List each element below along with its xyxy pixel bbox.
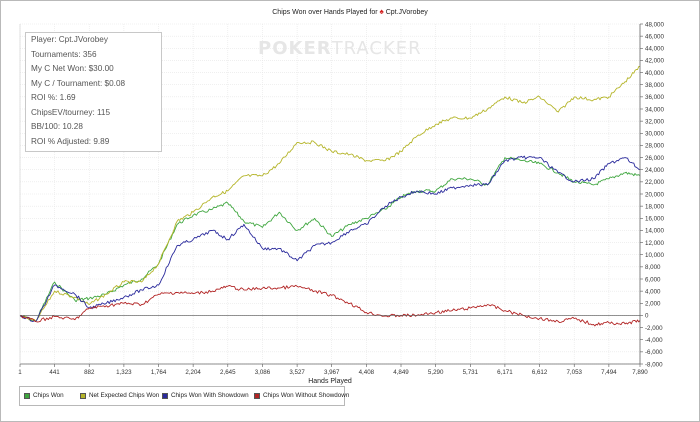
x-tick-labels: 1 441 882 1,323 1,764 2,204 2,645 3,086 3,527 3,9… — [18, 369, 648, 376]
y-tick-label: 24,000 — [645, 167, 664, 174]
y-tick-label: 38,000 — [645, 82, 664, 89]
y-tick-label: 30,000 — [645, 131, 664, 138]
grid-lines — [19, 23, 641, 365]
stat-line: ROI %: 1.69 — [31, 93, 76, 102]
y-tick-labels: -8,000 -6,000 -4,000 -2,000 0 2,000 4,000 6,000… — [645, 21, 664, 368]
series-line — [19, 156, 641, 322]
x-axis-label: Hands Played — [308, 378, 352, 385]
y-tick-label: 48,000 — [645, 21, 664, 28]
y-tick-label: 42,000 — [645, 58, 664, 65]
y-tick-label: 10,000 — [645, 252, 664, 259]
legend: Chips Won Net Expected Chips Won Chips Won… — [19, 386, 349, 406]
y-tick-label: 0 — [645, 313, 649, 320]
y-tick-label: -2,000 — [645, 325, 663, 332]
y-tick-label: 32,000 — [645, 118, 664, 125]
y-tick-label: 4,000 — [645, 288, 661, 295]
x-tick-label: 3,967 — [324, 369, 340, 376]
legend-swatch — [24, 392, 30, 399]
x-tick-label: 2,645 — [220, 369, 236, 376]
stat-line: ROI % Adjusted: 9.89 — [31, 136, 110, 146]
x-tick-label: 3,527 — [289, 369, 305, 376]
y-tick-label: 22,000 — [645, 179, 664, 186]
y-tick-label: 6,000 — [645, 276, 661, 283]
legend-swatch — [254, 392, 260, 399]
y-tick-label: -4,000 — [645, 337, 663, 344]
player-stats-box: Player: Cpt.JVorobey Tournaments: 356 My C… — [25, 32, 162, 152]
axes — [19, 23, 643, 367]
x-tick-label: 7,494 — [601, 369, 617, 376]
x-tick-label: 1,764 — [151, 369, 167, 376]
legend-label: Chips Won — [33, 392, 64, 399]
chart-title-player: Cpt.JVorobey — [385, 9, 428, 16]
stat-line: ChipsEV/tourney: 115 — [31, 107, 111, 117]
y-tick-label: 28,000 — [645, 143, 664, 150]
y-tick-label: -6,000 — [645, 349, 663, 356]
x-tick-label: 1,323 — [116, 369, 132, 376]
spade-icon: ♠ — [379, 7, 384, 16]
y-tick-label: 14,000 — [645, 228, 664, 235]
x-tick-label: 4,849 — [393, 369, 409, 376]
stat-line: BB/100: 10.28 — [31, 122, 83, 131]
stat-line: My C Net Won: $30.00 — [31, 64, 114, 73]
series-layer — [19, 66, 641, 327]
y-tick-label: 12,000 — [645, 240, 664, 247]
series-line — [19, 284, 641, 327]
x-tick-label: 5,290 — [428, 369, 444, 376]
x-tick-label: 5,731 — [463, 369, 479, 376]
x-tick-label: 882 — [84, 369, 95, 376]
legend-swatch — [162, 392, 168, 399]
chart-title-text: Chips Won over Hands Played for — [272, 9, 378, 16]
y-tick-label: 20,000 — [645, 191, 664, 198]
x-tick-label: 6,171 — [497, 369, 513, 376]
y-tick-label: 2,000 — [645, 301, 661, 308]
y-tick-label: 18,000 — [645, 203, 664, 210]
legend-item: Chips Won Without Showdown — [254, 392, 349, 399]
stat-line: Tournaments: 356 — [31, 49, 97, 59]
series-line — [19, 66, 640, 322]
legend-swatch — [80, 392, 86, 399]
legend-item: Net Expected Chips Won — [80, 392, 159, 399]
x-tick-label: 3,086 — [255, 369, 271, 376]
y-tick-label: 36,000 — [645, 94, 664, 101]
y-tick-label: 44,000 — [645, 46, 664, 53]
legend-label: Chips Won With Showdown — [171, 392, 249, 399]
y-tick-label: 46,000 — [645, 33, 664, 40]
legend-item: Chips Won — [24, 392, 64, 399]
x-tick-label: 2,204 — [185, 369, 201, 376]
y-tick-label: -8,000 — [645, 361, 663, 368]
series-line — [19, 155, 641, 322]
legend-label: Chips Won Without Showdown — [263, 392, 350, 399]
legend-label: Net Expected Chips Won — [89, 392, 160, 399]
y-tick-label: 8,000 — [645, 264, 661, 271]
x-tick-label: 441 — [49, 369, 60, 376]
y-tick-label: 40,000 — [645, 70, 664, 77]
y-tick-label: 26,000 — [645, 155, 664, 162]
chart-title: Chips Won over Hands Played for ♠ Cpt.JV… — [0, 7, 700, 16]
stat-line: My C / Tournament: $0.08 — [31, 78, 126, 88]
x-tick-label: 7,890 — [632, 369, 648, 376]
x-tick-label: 7,053 — [566, 369, 582, 376]
x-tick-label: 6,612 — [532, 369, 548, 376]
y-tick-label: 34,000 — [645, 106, 664, 113]
legend-item: Chips Won With Showdown — [162, 392, 249, 399]
x-tick-label: 1 — [18, 369, 22, 376]
y-tick-label: 16,000 — [645, 216, 664, 223]
x-tick-label: 4,408 — [359, 369, 375, 376]
stat-line: Player: Cpt.JVorobey — [31, 35, 108, 44]
